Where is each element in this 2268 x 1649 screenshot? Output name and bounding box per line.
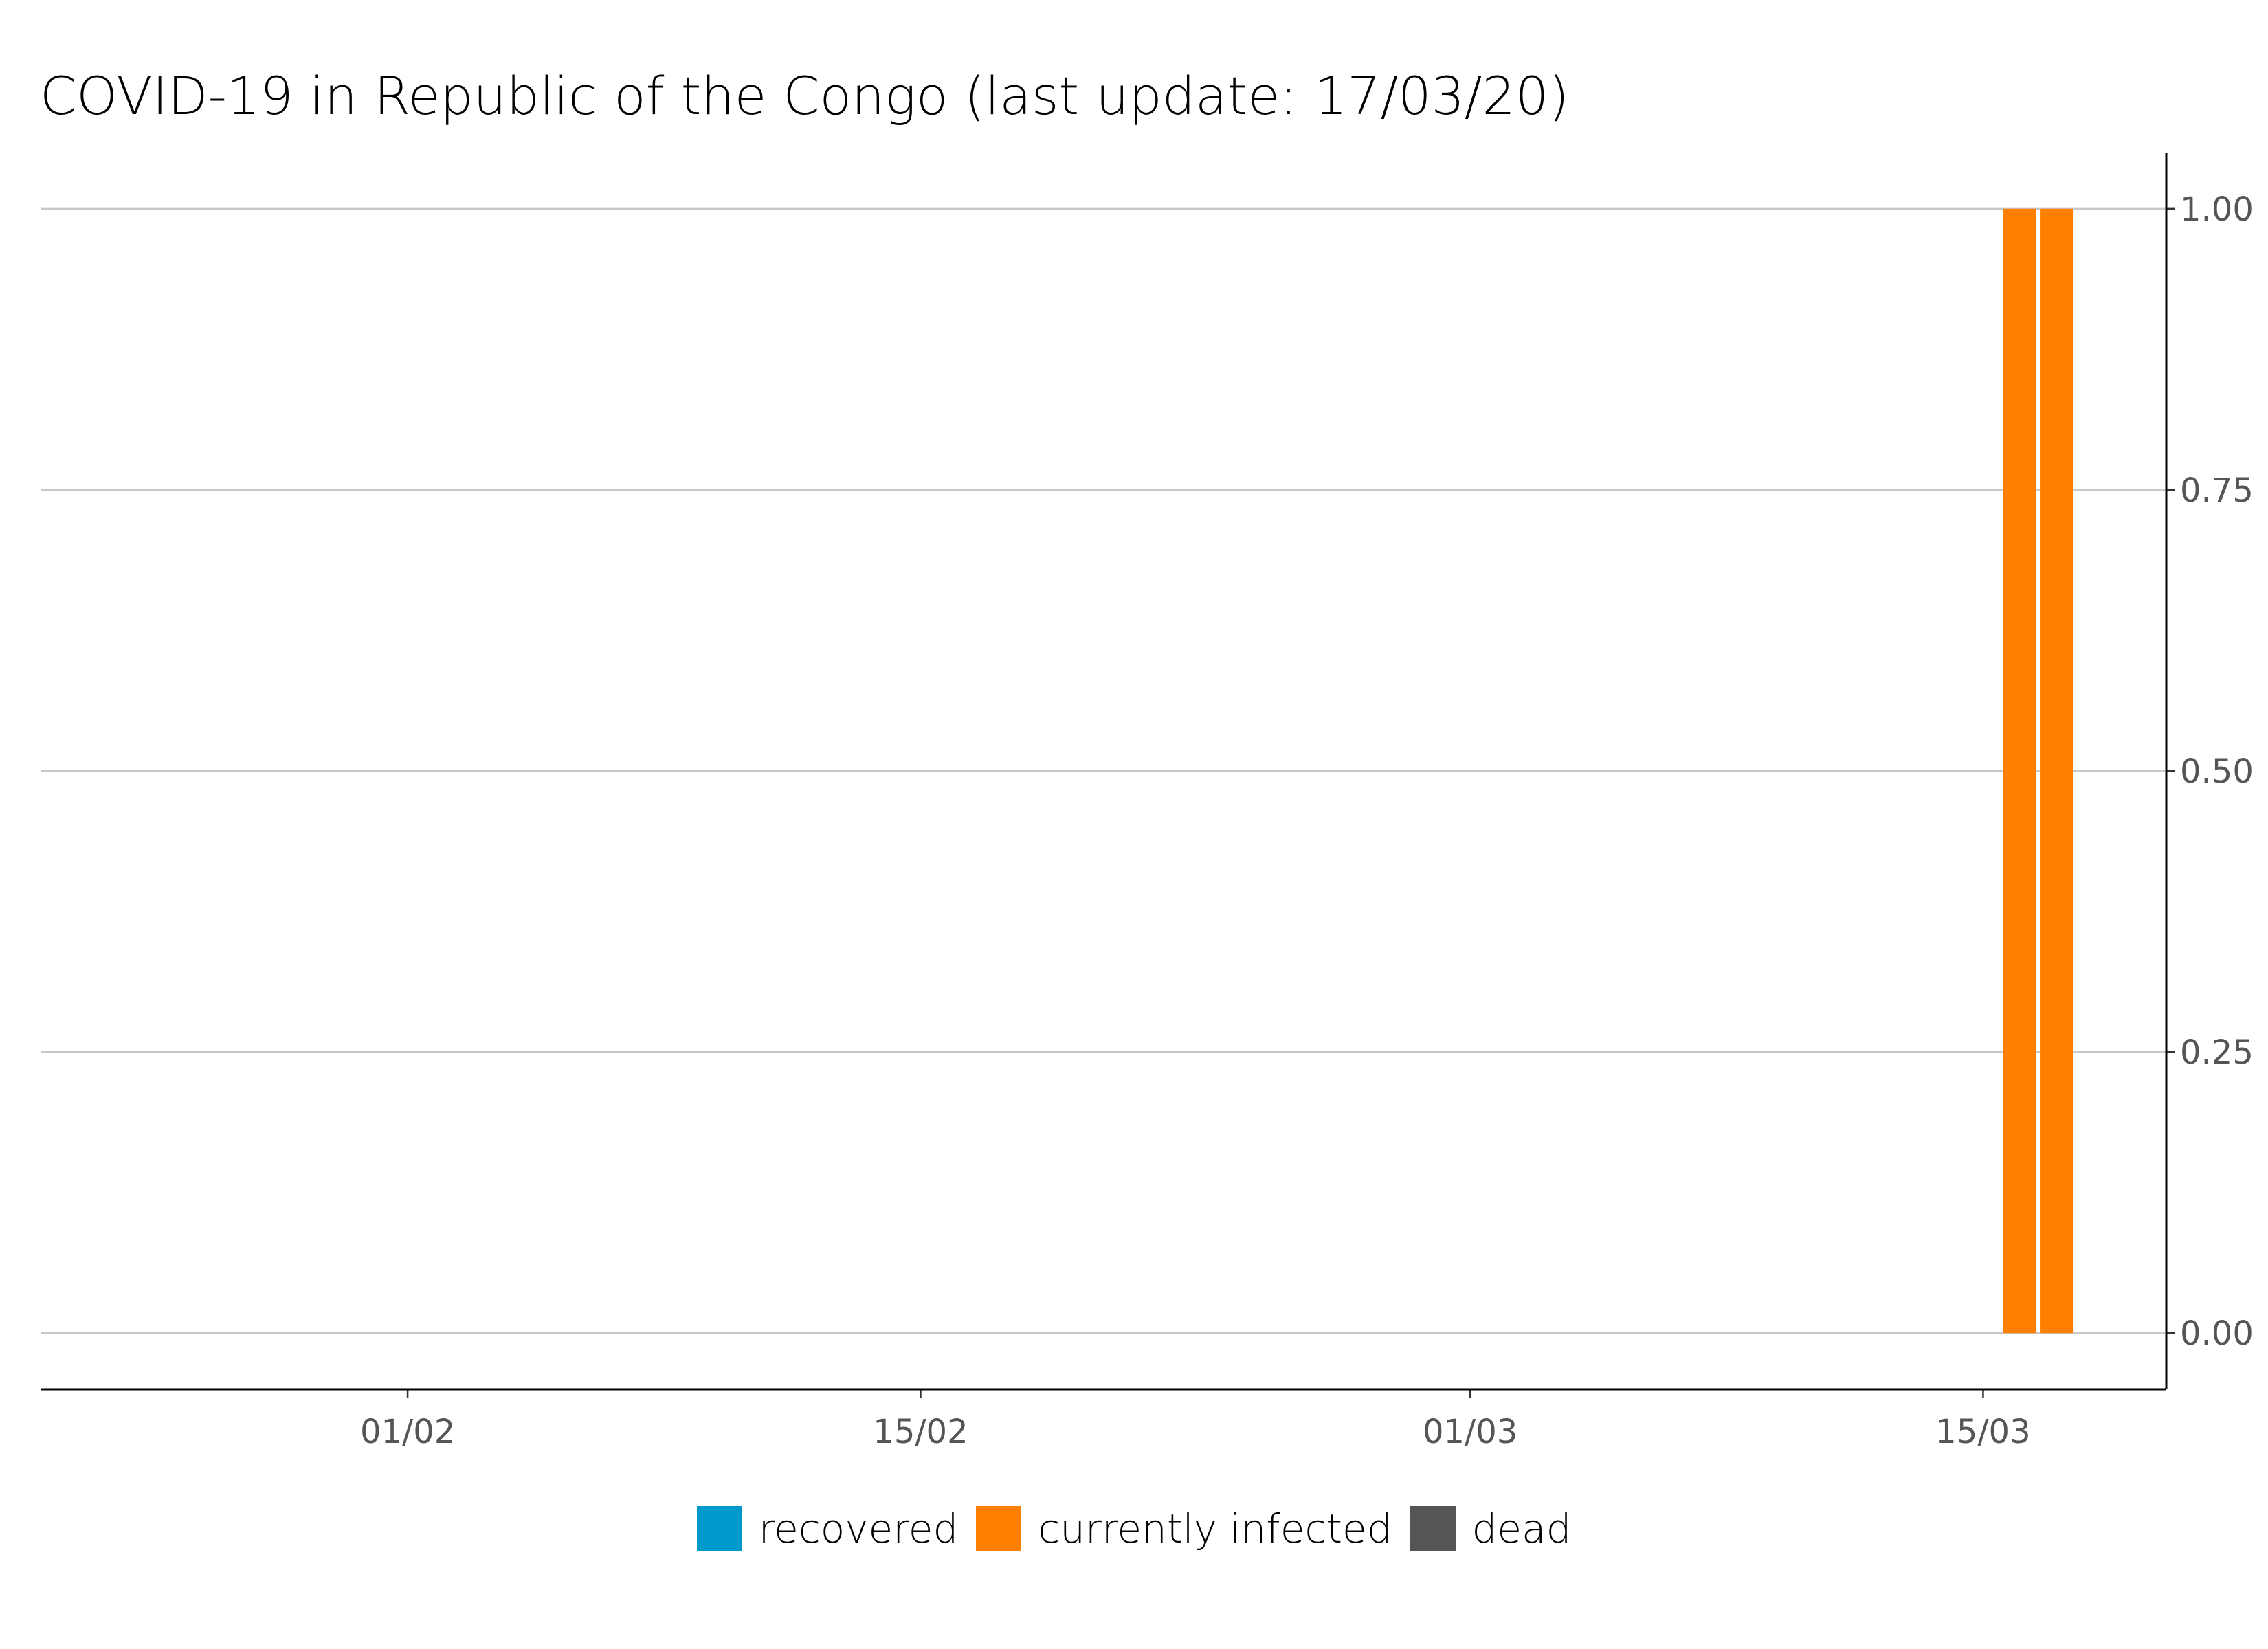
bar-currently-infected xyxy=(2040,208,2074,1334)
legend-item: currently infected xyxy=(976,1505,1392,1552)
legend-item: recovered xyxy=(696,1505,959,1552)
bars xyxy=(2003,208,2074,1334)
y-tick-label: 0.50 xyxy=(2180,752,2254,791)
x-tick-label: 01/03 xyxy=(1423,1413,1517,1451)
bar-currently-infected xyxy=(2003,208,2036,1334)
legend-swatch xyxy=(696,1506,742,1551)
legend-label: currently infected xyxy=(1038,1505,1392,1552)
gridlines xyxy=(41,207,2166,1334)
legend-item: dead xyxy=(1410,1505,1572,1552)
x-tick-label: 01/02 xyxy=(360,1413,455,1451)
y-tick-label: 0.00 xyxy=(2180,1314,2254,1353)
legend-swatch xyxy=(1410,1506,1456,1551)
x-tick-label: 15/03 xyxy=(1935,1413,2030,1451)
y-tick-label: 0.75 xyxy=(2180,471,2254,510)
chart-title: COVID-19 in Republic of the Congo (last … xyxy=(40,65,1569,126)
tick-labels: 0.00 0.25 0.50 0.75 1.00 01/02 15/02 01/03 15/03 xyxy=(360,190,2254,1451)
legend: recovered currently infected dead xyxy=(0,1501,2268,1556)
legend-label: recovered xyxy=(758,1505,959,1552)
legend-label: dead xyxy=(1471,1505,1572,1552)
y-tick-label: 1.00 xyxy=(2180,190,2254,229)
axes xyxy=(41,153,2175,1398)
legend-swatch xyxy=(976,1506,1022,1551)
y-tick-label: 0.25 xyxy=(2180,1033,2254,1072)
x-tick-label: 15/02 xyxy=(873,1413,968,1451)
